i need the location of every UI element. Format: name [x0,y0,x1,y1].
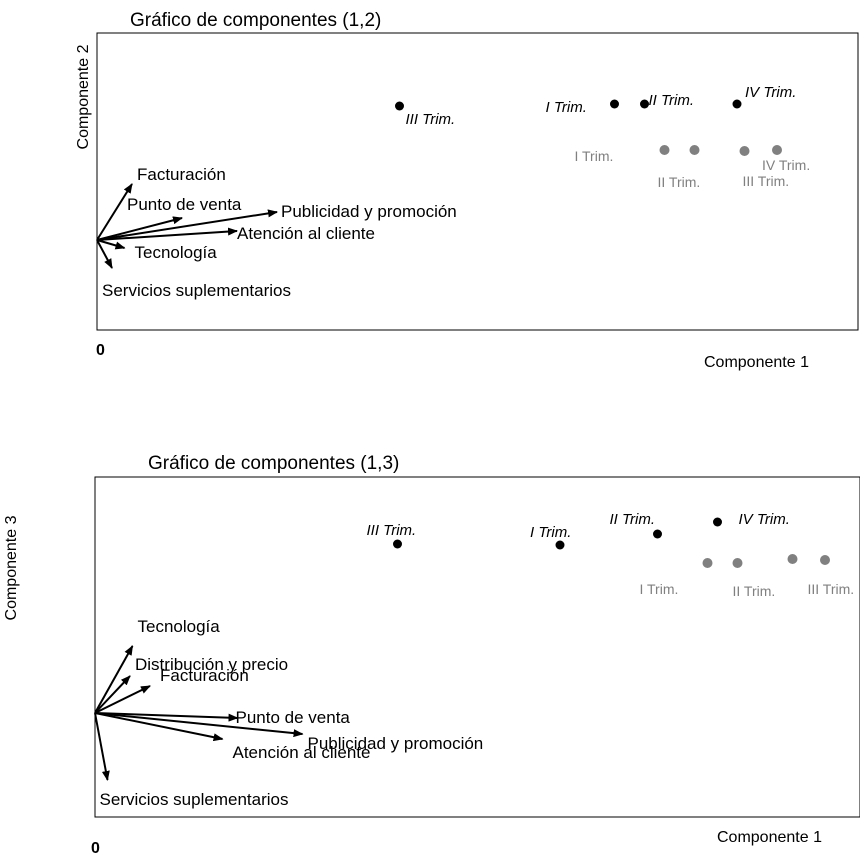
point-gray-iv-trim [820,555,830,565]
vector-label-publicidad-y-promocion: Publicidad y promoción [308,734,484,753]
y-axis-label: Componente 2 [75,44,92,149]
point-label-black-iii-trim: III Trim. [406,111,456,128]
vectors-layer: Facturación Punto de venta Publicidad y pr… [96,165,457,300]
vector-label-publicidad-y-promocion: Publicidad y promoción [281,202,457,221]
vector-label-tecnologia: Tecnología [135,243,218,262]
point-label-gray-iii-trim: III Trim. [808,581,855,597]
point-gray-ii-trim [689,145,700,155]
point-gray-iii-trim [787,554,798,564]
point-label-black-ii-trim: II Trim. [649,92,695,109]
point-black-i-trim [610,99,619,109]
vector-arrow-punto-de-venta [94,712,239,722]
x-axis-label: Componente 1 [717,829,822,846]
point-label-black-iv-trim: IV Trim. [745,84,796,101]
point-black-iv-trim [713,517,722,527]
point-label-gray-iii-trim: III Trim. [743,173,790,189]
vector-label-servicios-suplementarios: Servicios suplementarios [102,281,291,300]
origin-label: 0 [91,840,100,857]
vector-label-punto-de-venta: Punto de venta [127,195,242,214]
point-label-gray-ii-trim: II Trim. [658,174,701,190]
vector-arrow-publicidad-y-promocion [96,209,278,241]
vector-arrow-servicios-suplementarios [94,712,110,781]
vector-arrow-tecnologia [96,239,126,250]
point-label-gray-ii-trim: II Trim. [733,583,776,599]
vector-arrow-publicidad-y-promocion [94,712,304,738]
vector-label-punto-de-venta: Punto de venta [236,708,351,727]
point-label-black-ii-trim: II Trim. [610,511,656,528]
point-black-ii-trim [640,99,649,109]
chart-components-1-3: Gráfico de componentes (1,3) Componente … [3,453,860,857]
vector-arrow-atencion-al-cliente [96,227,238,241]
vector-arrow-tecnologia [94,645,134,714]
plot-frame [96,32,859,331]
vector-label-facturacion: Facturación [137,165,226,184]
origin-label: 0 [96,342,105,359]
point-label-black-i-trim: I Trim. [530,524,571,541]
point-label-black-i-trim: I Trim. [546,99,587,116]
chart-title: Gráfico de componentes (1,3) [148,453,399,474]
vectors-layer: Tecnología Distribución y precioFacturaci… [94,617,484,809]
point-black-iii-trim [395,101,404,111]
vector-arrow-atencion-al-cliente [94,712,224,742]
points-layer: III Trim. I Trim. II Trim. IV Trim. I Trim. I… [367,511,855,599]
vector-label-atencion-al-cliente: Atención al cliente [233,743,371,762]
points-layer: III Trim. I Trim. II Trim. IV Trim. I Trim. I… [395,84,810,190]
point-black-iii-trim [393,539,402,549]
point-black-i-trim [555,540,565,550]
vector-label-tecnologia: Tecnología [138,617,221,636]
vector-label-atencion-al-cliente: Atención al cliente [237,224,375,243]
x-axis-label: Componente 1 [704,354,809,371]
vector-arrow-facturacion [96,183,133,241]
point-gray-iv-trim [772,145,782,155]
point-label-gray-i-trim: I Trim. [575,148,614,164]
point-label-gray-iv-trim: IV Trim. [762,157,810,173]
point-gray-i-trim [702,558,713,568]
y-axis-label: Componente 3 [3,515,20,620]
point-black-iv-trim [732,99,742,109]
vector-label-servicios-suplementarios: Servicios suplementarios [100,790,289,809]
vector-arrow-punto-de-venta [96,216,183,241]
vector-arrow-facturacion [94,685,151,714]
point-label-black-iv-trim: IV Trim. [739,511,790,528]
chart-components-1-2: Gráfico de componentes (1,2) Componente … [75,10,859,371]
point-black-ii-trim [653,529,662,539]
point-gray-i-trim [659,145,670,155]
vector-label-distribucion-y-precio: Distribución y precio [135,655,288,674]
vector-label-facturacion: Facturación [160,666,249,685]
point-gray-iii-trim [739,146,750,156]
point-label-gray-i-trim: I Trim. [640,581,679,597]
plot-frame [94,476,860,818]
vector-arrow-distribucion-y-precio [94,675,131,714]
vector-arrow-servicios-suplementarios [96,239,113,269]
chart-title: Gráfico de componentes (1,2) [130,10,381,31]
point-label-black-iii-trim: III Trim. [367,522,417,539]
point-gray-ii-trim [732,558,743,568]
